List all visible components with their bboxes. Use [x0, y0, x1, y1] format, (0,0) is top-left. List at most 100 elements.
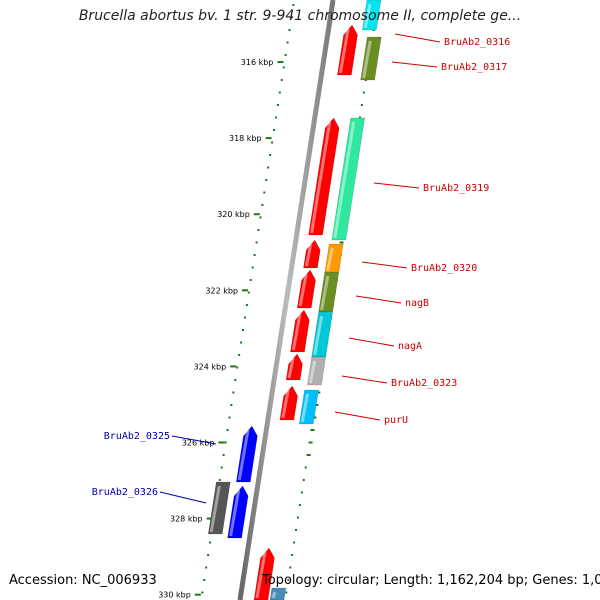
gc-dot [316, 391, 321, 394]
gene-label[interactable]: BruAb2_0325 [104, 431, 170, 442]
gene-label[interactable]: BruAb2_0319 [423, 183, 489, 194]
gc-dot [261, 204, 264, 206]
gene-arrow-highlight [313, 315, 324, 356]
gene-arrow [285, 353, 303, 381]
gc-dot [265, 179, 268, 181]
label-leader-line [334, 411, 381, 421]
accession-text: Accession: NC_006933 [9, 573, 157, 588]
topology-text: Topology: circular; Length: 1,162,204 bp… [262, 573, 600, 588]
gc-dot [284, 54, 287, 56]
ruler-tick [218, 441, 225, 444]
gene-arrow-highlight [310, 121, 332, 234]
gc-dot [247, 291, 250, 294]
gc-dot [278, 91, 281, 94]
gc-dot [263, 191, 266, 194]
gc-dot [288, 29, 291, 31]
label-leader-line [361, 261, 408, 269]
gene-arrow [279, 385, 298, 421]
gene-label[interactable]: nagA [398, 341, 422, 352]
ruler-tick [242, 289, 249, 292]
gene-arrow-highlight [308, 360, 317, 384]
gene-arrow [303, 239, 321, 269]
gene-arrow [298, 389, 319, 425]
gc-dot [296, 516, 299, 519]
gc-dot [240, 341, 243, 344]
ruler-tick [253, 213, 260, 216]
gc-dot [236, 366, 239, 369]
gene-arrow [307, 356, 326, 386]
gc-dot [286, 41, 289, 44]
gc-dot [201, 591, 204, 594]
gene-arrow-highlight [271, 591, 277, 599]
gene-arrow-highlight [237, 429, 250, 481]
gc-dot [358, 116, 361, 119]
gene-arrow [331, 117, 366, 241]
gene-arrow-highlight [300, 393, 310, 423]
gc-dot [282, 66, 285, 69]
gene-arrow-highlight [255, 551, 267, 599]
label-leader-line [348, 337, 395, 347]
gene-arrow [253, 547, 275, 600]
gc-dot [269, 154, 272, 156]
gene-arrow-highlight [363, 3, 372, 29]
gc-dot [243, 316, 246, 319]
gc-dot [312, 416, 317, 419]
gene-arrow [269, 587, 287, 600]
gc-dot [310, 429, 315, 431]
gc-dot [249, 279, 252, 281]
gc-dot [228, 416, 231, 419]
ruler-label: 328 kbp [170, 515, 203, 524]
gene-arrow-highlight [298, 273, 308, 307]
gc-dot [257, 229, 260, 231]
gc-dot [222, 454, 225, 456]
gc-dot [360, 104, 363, 106]
ruler-tick [277, 61, 284, 63]
gene-arrow-highlight [291, 313, 302, 351]
gene-label[interactable]: BruAb2_0317 [441, 62, 507, 73]
gene-arrow-highlight [281, 389, 290, 419]
gc-dot [274, 116, 277, 119]
gc-dot [291, 554, 294, 556]
gc-dot [230, 404, 233, 406]
gene-label[interactable]: BruAb2_0320 [411, 263, 477, 274]
gc-dot [293, 541, 296, 544]
ruler-tick [265, 137, 272, 140]
gene-features [207, 0, 382, 600]
label-leader-line [171, 435, 217, 445]
gc-dot [245, 304, 248, 306]
gene-label[interactable]: purU [384, 415, 408, 426]
ruler-label: 326 kbp [182, 439, 215, 448]
gc-dot [226, 429, 229, 431]
label-leader-line [159, 491, 207, 504]
gc-dot [205, 566, 208, 569]
gc-dot [298, 504, 301, 506]
ruler-tick [230, 365, 237, 368]
gene-arrow [362, 0, 382, 31]
ruler-label: 320 kbp [217, 210, 250, 219]
gc-dot [259, 216, 262, 219]
gc-dot [300, 491, 303, 494]
gene-label[interactable]: BruAb2_0323 [391, 378, 457, 389]
gc-dot [242, 329, 245, 331]
gc-dot [362, 91, 365, 94]
gene-arrow [290, 309, 310, 353]
gene-arrow-highlight [362, 40, 372, 79]
gc-dot [339, 241, 344, 244]
gc-dot [218, 479, 221, 481]
gene-arrow [337, 24, 358, 76]
gene-arrow [308, 117, 340, 236]
label-leader-line [373, 182, 420, 189]
ruler-label: 316 kbp [241, 58, 274, 67]
gc-dot [289, 566, 292, 569]
gc-dot [224, 441, 227, 444]
gene-label[interactable]: BruAb2_0316 [444, 37, 510, 48]
label-leader-line [341, 375, 388, 384]
gene-label[interactable]: nagB [405, 298, 429, 309]
label-leaders [159, 33, 441, 504]
gc-dot [314, 404, 319, 406]
gc-dot [306, 454, 311, 456]
label-leader-line [394, 33, 441, 43]
gene-label[interactable]: BruAb2_0326 [92, 487, 158, 498]
gene-arrow-highlight [320, 275, 330, 311]
gc-dot [238, 354, 241, 356]
